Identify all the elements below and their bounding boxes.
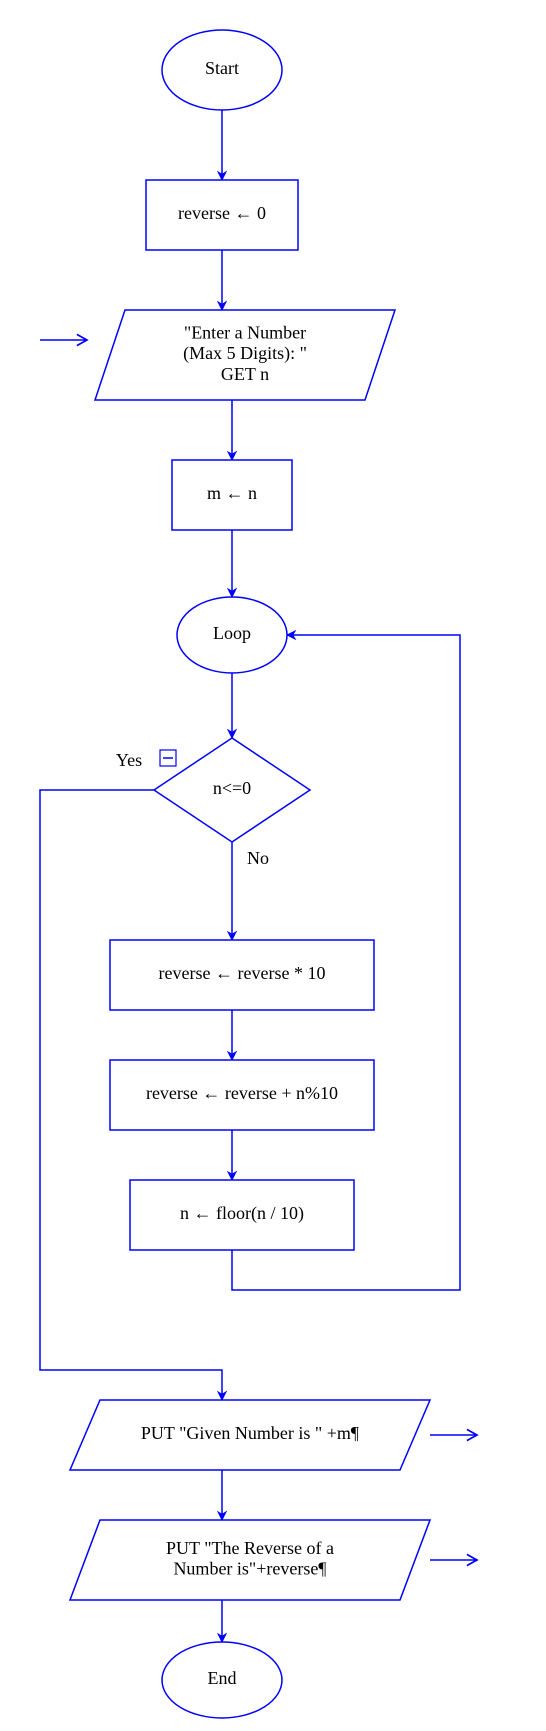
svg-text:n<=0: n<=0	[213, 778, 251, 798]
svg-text:reverse ← 0: reverse ← 0	[178, 203, 266, 223]
svg-text:reverse ← reverse + n%10: reverse ← reverse + n%10	[146, 1083, 338, 1103]
svg-text:Number is"+reverse¶: Number is"+reverse¶	[173, 1558, 326, 1578]
svg-text:End: End	[208, 1668, 237, 1688]
svg-text:PUT "The Reverse of a: PUT "The Reverse of a	[166, 1538, 334, 1558]
svg-text:m ← n: m ← n	[207, 483, 257, 503]
svg-text:No: No	[247, 848, 269, 868]
flowchart-svg: Start reverse ← 0 "Enter a Number(Max 5 Di…	[0, 0, 546, 1731]
svg-text:(Max 5 Digits): ": (Max 5 Digits): "	[183, 343, 307, 364]
svg-text:PUT "Given Number is " +m¶: PUT "Given Number is " +m¶	[141, 1423, 359, 1443]
svg-text:reverse ← reverse * 10: reverse ← reverse * 10	[159, 963, 326, 983]
svg-text:Yes: Yes	[116, 750, 142, 770]
svg-text:"Enter a Number: "Enter a Number	[184, 322, 306, 342]
svg-text:Loop: Loop	[213, 623, 251, 643]
svg-text:n ← floor(n / 10): n ← floor(n / 10)	[180, 1203, 304, 1224]
svg-text:Start: Start	[205, 58, 239, 78]
svg-text:GET n: GET n	[221, 364, 269, 384]
